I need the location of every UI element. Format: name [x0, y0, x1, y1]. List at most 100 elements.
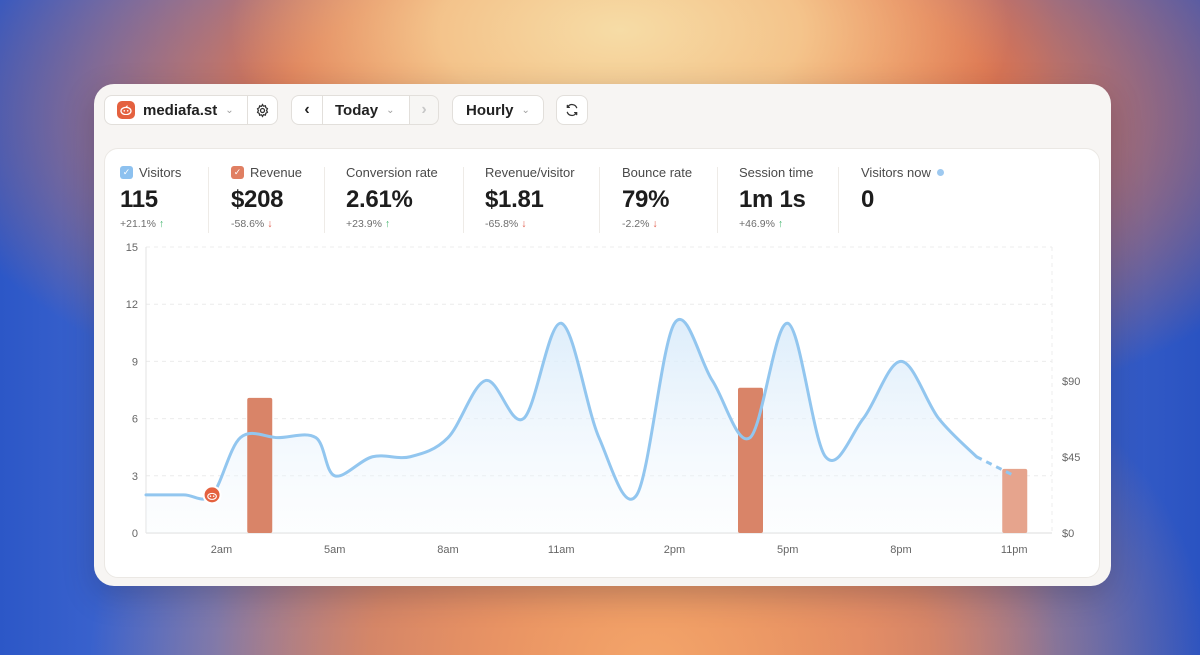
y-axis-tick-label: 6 — [132, 414, 138, 426]
metric-delta-value: +23.9% — [346, 218, 382, 230]
trend-down-icon: ↓ — [652, 218, 658, 230]
site-selector[interactable]: mediafa.st ⌄ — [104, 95, 248, 125]
metric-label-row: ✓ Revenue — [231, 163, 302, 181]
revenue-bar[interactable] — [738, 387, 763, 533]
metric-delta-value: -65.8% — [485, 218, 519, 230]
site-name: mediafa.st — [143, 101, 218, 119]
trend-down-icon: ↓ — [521, 218, 527, 230]
trend-up-icon: ↑ — [158, 218, 165, 230]
metric-label-row: Bounce rate — [622, 163, 692, 181]
metric-delta-value: -2.2% — [622, 218, 650, 230]
metric-conversion-rate: Conversion rate 2.61% +23.9% ↑ — [346, 163, 438, 231]
chevron-right-icon: › — [421, 101, 427, 118]
metric-delta-value: +46.9% — [739, 218, 775, 230]
metric-value: 1m 1s — [739, 186, 806, 213]
metric-label: Revenue — [250, 164, 303, 180]
metric-value: 115 — [120, 186, 158, 213]
metric-delta: -65.8% ↓ — [485, 218, 575, 230]
y-right-tick-label: $0 — [1062, 528, 1074, 540]
chevron-left-icon: ‹ — [304, 101, 310, 118]
metric-value: 2.61% — [346, 186, 413, 213]
trend-up-icon: ↑ — [384, 218, 391, 230]
metric-bounce-rate: Bounce rate 79% -2.2% ↓ — [622, 163, 692, 231]
metric-value: 79% — [622, 186, 670, 213]
metric-revenue-visitor: Revenue/visitor $1.81 -65.8% ↓ — [485, 163, 575, 231]
refresh-button[interactable] — [556, 95, 588, 125]
x-axis-tick-label: 11am — [548, 544, 575, 556]
revenue-bar[interactable] — [1002, 468, 1028, 533]
y-right-tick-label: $90 — [1062, 376, 1080, 388]
chevron-down-icon: ⌄ — [521, 104, 530, 116]
gear-icon — [256, 102, 269, 118]
date-range-label: Today — [335, 101, 379, 119]
metric-label-row: Visitors now — [861, 163, 944, 181]
y-axis-tick-label: 9 — [132, 356, 138, 368]
annotation-marker-eye — [212, 495, 215, 497]
metric-delta: +21.1% ↑ — [120, 218, 181, 230]
metric-label: Visitors — [139, 164, 182, 180]
metric-label: Bounce rate — [622, 164, 693, 180]
metric-delta: -2.2% ↓ — [622, 218, 692, 230]
next-period-button[interactable]: › — [409, 95, 439, 125]
x-axis-tick-label: 5pm — [777, 544, 798, 556]
metric-value: 0 — [861, 186, 875, 213]
granularity-label: Hourly — [466, 101, 514, 119]
analytics-panel: ✓ Visitors 115 +21.1% ↑ ✓ Revenue $208 -58.6% ↓… — [104, 148, 1100, 578]
y-axis-tick-label: 3 — [132, 471, 138, 483]
y-axis-tick-label: 0 — [132, 528, 138, 540]
metric-divider — [717, 167, 718, 233]
metric-divider — [838, 167, 839, 233]
metric-divider — [208, 167, 209, 233]
x-axis-tick-label: 2am — [211, 544, 232, 556]
metric-delta: +46.9% ↑ — [739, 218, 813, 230]
granularity-selector[interactable]: Hourly ⌄ — [452, 95, 544, 125]
x-axis-tick-label: 8pm — [890, 544, 911, 556]
date-range-selector[interactable]: Today ⌄ — [322, 95, 410, 125]
metric-value: $208 — [231, 186, 284, 213]
revenue-bar[interactable] — [247, 397, 273, 533]
check-icon: ✓ — [233, 166, 242, 177]
metric-label: Revenue/visitor — [485, 164, 575, 180]
visitors-revenue-chart: 0 3 6 9 12 15 $0 $45 $90 2am 5am 8am 11am 2pm 5pm 8pm 11… — [126, 242, 1081, 556]
metric-delta-value: +21.1% — [120, 218, 156, 230]
y-axis-tick-label: 15 — [126, 242, 138, 254]
metric-value: $1.81 — [485, 186, 544, 213]
x-axis-tick-label: 2pm — [664, 544, 685, 556]
metric-label: Visitors now — [861, 164, 931, 180]
metric-label: Conversion rate — [346, 164, 438, 180]
metric-label-row: Session time — [739, 163, 813, 181]
metric-divider — [324, 167, 325, 233]
metric-label-row: ✓ Visitors — [120, 163, 181, 181]
metric-checkbox[interactable]: ✓ — [120, 165, 133, 179]
metric-label-row: Conversion rate — [346, 163, 438, 181]
metric-session-time: Session time 1m 1s +46.9% ↑ — [739, 163, 813, 231]
y-right-tick-label: $45 — [1062, 452, 1080, 464]
metric-delta: -58.6% ↓ — [231, 218, 302, 230]
metric-revenue[interactable]: ✓ Revenue $208 -58.6% ↓ — [231, 163, 302, 230]
site-logo-icon — [117, 101, 135, 119]
metric-label: Session time — [739, 164, 814, 180]
refresh-icon — [566, 103, 578, 117]
live-indicator-icon — [936, 168, 944, 176]
metric-visitors-now: Visitors now 0 — [861, 163, 944, 214]
metric-divider — [599, 167, 600, 233]
check-icon: ✓ — [122, 166, 131, 177]
x-axis-tick-label: 8am — [437, 544, 458, 556]
y-axis-tick-label: 12 — [126, 299, 138, 311]
previous-period-button[interactable]: ‹ — [291, 95, 323, 125]
metric-delta-value: -58.6% — [231, 218, 265, 230]
metric-label-row: Revenue/visitor — [485, 163, 575, 181]
annotation-marker-eye — [209, 495, 212, 497]
site-settings-button[interactable] — [247, 95, 278, 125]
chevron-down-icon: ⌄ — [386, 104, 395, 116]
metric-delta: +23.9% ↑ — [346, 218, 438, 230]
x-axis-tick-label: 11pm — [1001, 544, 1028, 556]
x-axis-tick-label: 5am — [324, 544, 345, 556]
visitors-area — [146, 319, 1015, 533]
trend-down-icon: ↓ — [267, 218, 273, 230]
annotation-marker-icon[interactable] — [202, 485, 222, 505]
trend-up-icon: ↑ — [777, 218, 784, 230]
metric-checkbox[interactable]: ✓ — [231, 165, 244, 179]
dashboard-card: mediafa.st ⌄ ‹ Today ⌄ › Hourly ⌄ ✓ Visit… — [94, 84, 1111, 586]
metric-visitors[interactable]: ✓ Visitors 115 +21.1% ↑ — [120, 163, 181, 230]
